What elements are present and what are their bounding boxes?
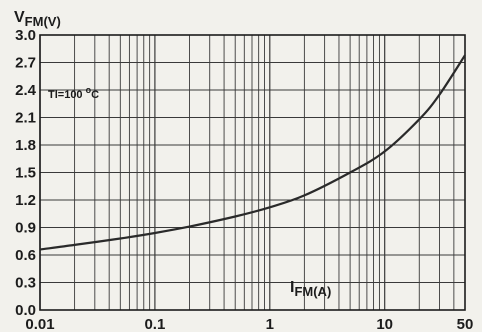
y-axis-title-sub: FM(V): [25, 14, 61, 29]
x-axis-title-main: I: [290, 279, 294, 296]
x-tick-label: 1: [266, 316, 274, 332]
y-tick-label: 0.0: [15, 302, 36, 319]
y-tick-label: 2.1: [15, 110, 36, 127]
y-tick-label: 2.4: [15, 82, 37, 99]
y-tick-label: 2.7: [15, 55, 36, 72]
temperature-annotation: Tl=100 oC: [48, 85, 99, 101]
x-axis-title: IFM(A): [290, 279, 331, 299]
y-axis-title-main: V: [14, 9, 25, 26]
annotation-text: Tl=100: [48, 89, 86, 101]
y-tick-label: 1.8: [15, 137, 36, 154]
annotation-unit: C: [91, 89, 99, 101]
y-tick-label: 0.6: [15, 247, 36, 264]
x-tick-label: 0.01: [25, 316, 54, 332]
x-tick-label: 10: [376, 316, 393, 332]
x-axis-title-sub: FM(A): [294, 284, 331, 299]
y-tick-label: 0.3: [15, 275, 36, 292]
x-tick-label: 0.1: [144, 316, 165, 332]
y-tick-label: 0.9: [15, 220, 36, 237]
plot-frame: [39, 34, 466, 311]
y-axis-ticks: 0.0 0.3 0.6 0.9 1.2 1.5 1.8 2.1 2.4 2.7 3.0: [15, 27, 37, 319]
y-axis-title: VFM(V): [14, 9, 61, 29]
series-line: [39, 54, 466, 251]
y-tick-label: 1.5: [15, 165, 36, 182]
x-tick-label: 50: [457, 316, 474, 332]
y-tick-label: 1.2: [15, 192, 36, 209]
x-axis-ticks: 0.01 0.1 1 10 50: [25, 316, 473, 332]
grid: [39, 34, 466, 311]
annotation-degree: o: [86, 85, 92, 95]
y-tick-label: 3.0: [15, 27, 36, 44]
